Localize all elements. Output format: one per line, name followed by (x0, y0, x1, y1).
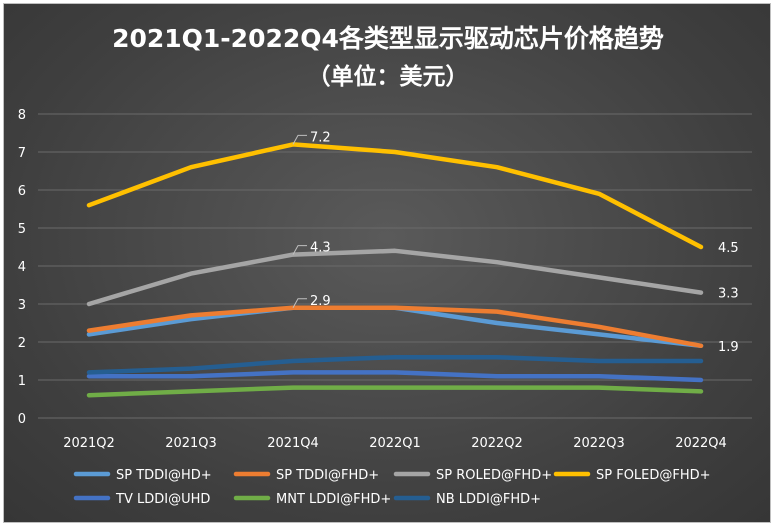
legend-item: TV LDDI@UHD (73, 492, 210, 507)
data-label: 3.3 (718, 287, 739, 302)
legend-label: MNT LDDI@FHD+ (276, 492, 391, 507)
x-tick-label: 2022Q4 (675, 436, 727, 451)
y-tick-label: 1 (18, 374, 26, 389)
callout-line (292, 298, 307, 309)
data-label: 7.2 (310, 130, 331, 145)
x-tick-label: 2021Q4 (267, 436, 319, 451)
series-line (86, 354, 704, 375)
data-label: 4.3 (310, 241, 331, 256)
y-tick-label: 0 (18, 412, 26, 427)
y-tick-label: 3 (18, 298, 26, 313)
data-label: 4.5 (718, 241, 739, 256)
legend-item: MNT LDDI@FHD+ (233, 492, 391, 507)
data-label-callouts (292, 134, 307, 309)
x-axis: 2021Q2 2021Q3 2021Q4 2022Q1 2022Q2 2022Q3 2022… (63, 436, 727, 451)
callout-line (292, 245, 307, 255)
x-tick-label: 2022Q1 (369, 436, 421, 451)
legend-label: SP TDDI@HD+ (116, 468, 212, 483)
legend-label: NB LDDI@FHD+ (436, 492, 541, 507)
legend-item: NB LDDI@FHD+ (393, 492, 541, 507)
series-lines (86, 142, 704, 398)
line-chart: 2021Q1-2022Q4各类型显示驱动芯片价格趋势 （单位：美元） 0 1 2 3 4… (18, 24, 752, 507)
x-tick-label: 2021Q2 (63, 436, 115, 451)
x-tick-label: 2022Q2 (471, 436, 523, 451)
legend-item: SP TDDI@FHD+ (233, 468, 379, 483)
chart-subtitle: （单位：美元） (308, 63, 469, 90)
y-tick-label: 6 (18, 184, 26, 199)
grid-lines (38, 113, 752, 419)
x-tick-label: 2022Q3 (573, 436, 625, 451)
y-axis: 0 1 2 3 4 5 6 7 8 (18, 108, 26, 427)
series-line (86, 370, 704, 383)
legend-label: SP TDDI@FHD+ (276, 468, 379, 483)
series-line (86, 305, 704, 349)
legend-label: SP ROLED@FHD+ (436, 468, 552, 483)
legend-label: SP FOLED@FHD+ (596, 468, 711, 483)
legend-item: SP ROLED@FHD+ (393, 468, 552, 483)
y-tick-label: 2 (18, 336, 26, 351)
legend-item: SP TDDI@HD+ (73, 468, 212, 483)
series-line (86, 385, 704, 398)
series-line (86, 142, 704, 250)
chart-area: 2021Q1-2022Q4各类型显示驱动芯片价格趋势 （单位：美元） 0 1 2 3 4… (3, 3, 771, 523)
y-tick-label: 5 (18, 222, 26, 237)
data-label: 1.9 (718, 340, 739, 355)
data-labels: 7.2 4.3 2.9 4.5 3.3 1.9 (310, 130, 739, 354)
legend-label: TV LDDI@UHD (115, 492, 210, 507)
y-tick-label: 4 (18, 260, 26, 275)
y-tick-label: 8 (18, 108, 26, 123)
legend: SP TDDI@HD+ SP TDDI@FHD+ SP ROLED@FHD+ SP F… (73, 468, 711, 507)
y-tick-label: 7 (18, 146, 26, 161)
x-tick-label: 2021Q3 (165, 436, 217, 451)
chart-title: 2021Q1-2022Q4各类型显示驱动芯片价格趋势 (112, 24, 664, 53)
legend-item: SP FOLED@FHD+ (553, 468, 711, 483)
data-label: 2.9 (310, 294, 331, 309)
callout-line (292, 134, 307, 145)
series-line (86, 248, 704, 307)
